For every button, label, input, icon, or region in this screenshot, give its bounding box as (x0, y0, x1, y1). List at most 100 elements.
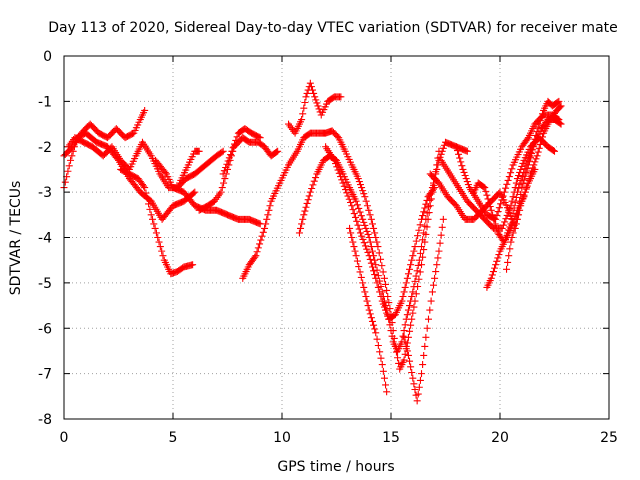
data-point-marker (403, 311, 411, 319)
data-point-marker (350, 243, 358, 251)
data-point-marker (537, 113, 545, 121)
data-point-marker (409, 252, 417, 260)
data-point-marker (368, 247, 376, 255)
data-point-marker (368, 220, 376, 228)
data-point-marker (353, 217, 361, 225)
data-point-marker (357, 212, 365, 220)
data-point-marker (409, 374, 417, 382)
data-point-marker (303, 89, 311, 97)
data-point-marker (354, 175, 362, 183)
data-point-marker (67, 156, 75, 164)
data-point-marker (374, 341, 382, 349)
data-point-marker (366, 211, 374, 219)
data-point-marker (387, 327, 395, 335)
x-tick-label: 10 (273, 430, 291, 446)
data-point-marker (265, 206, 273, 214)
data-point-marker (536, 140, 544, 148)
data-point-marker (230, 140, 238, 148)
data-point-marker (61, 178, 69, 186)
data-point-marker (364, 230, 372, 238)
data-point-marker (533, 152, 541, 160)
data-point-marker (362, 292, 370, 300)
data-point-marker (349, 206, 357, 214)
data-point-marker (300, 211, 308, 219)
data-point-marker (398, 297, 406, 305)
data-point-marker (433, 261, 441, 269)
data-point-marker (361, 242, 369, 250)
data-point-marker (420, 351, 428, 359)
grid (64, 56, 609, 419)
data-point-marker (421, 222, 429, 230)
data-point-marker (375, 249, 383, 257)
data-point-marker (363, 202, 371, 210)
data-point-marker (371, 229, 379, 237)
data-point-marker (401, 283, 409, 291)
data-point-marker (420, 208, 428, 216)
chart-title: Day 113 of 2020, Sidereal Day-to-day VTE… (48, 20, 618, 36)
data-point-marker (307, 83, 315, 91)
data-point-marker (334, 166, 342, 174)
data-point-marker (413, 267, 421, 275)
data-point-marker (505, 173, 513, 181)
data-point-marker (490, 215, 498, 223)
data-point-marker (370, 321, 378, 329)
data-point-marker (433, 165, 441, 173)
data-point-marker (426, 306, 434, 314)
data-point-marker (512, 179, 520, 187)
data-point-marker (404, 351, 412, 359)
data-point-marker (355, 178, 363, 186)
data-point-marker (432, 268, 440, 276)
data-point-marker (434, 254, 442, 262)
data-point-marker (399, 292, 407, 300)
data-point-marker (411, 243, 419, 251)
data-point-marker (229, 144, 237, 152)
data-point-marker (404, 306, 412, 314)
data-point-marker (337, 93, 345, 101)
data-point-marker (420, 229, 428, 237)
data-point-marker (380, 274, 388, 282)
data-point-marker (65, 162, 73, 170)
data-point-marker (480, 183, 488, 191)
data-point-marker (414, 261, 422, 269)
data-point-marker (363, 227, 371, 235)
data-point-marker (517, 190, 525, 198)
series-track-6 (176, 147, 203, 187)
data-point-marker (508, 197, 516, 205)
data-point-marker (305, 192, 313, 200)
data-point-marker (386, 305, 394, 313)
data-point-marker (419, 236, 427, 244)
data-point-marker (158, 247, 166, 255)
data-point-marker (220, 179, 228, 187)
data-point-marker (195, 147, 203, 155)
data-point-marker (298, 220, 306, 228)
data-point-marker (354, 221, 362, 229)
data-point-marker (413, 397, 421, 405)
data-point-marker (358, 184, 366, 192)
data-point-marker (152, 229, 160, 237)
data-point-marker (410, 303, 418, 311)
data-point-marker (147, 211, 155, 219)
data-point-marker (416, 249, 424, 257)
data-point-marker (499, 221, 507, 229)
data-point-marker (418, 261, 426, 269)
data-point-marker (298, 116, 306, 124)
data-point-marker (353, 257, 361, 265)
data-point-marker (498, 196, 506, 204)
data-point-marker (379, 268, 387, 276)
data-point-marker (463, 147, 471, 155)
data-point-marker (489, 211, 497, 219)
data-point-marker (376, 288, 384, 296)
data-point-marker (422, 200, 430, 208)
data-point-marker (372, 234, 380, 241)
data-point-marker (481, 184, 489, 192)
data-point-marker (335, 169, 343, 177)
data-point-marker (437, 231, 445, 239)
data-point-marker (423, 209, 431, 217)
data-point-marker (408, 292, 416, 300)
data-point-marker (370, 224, 378, 232)
data-point-marker (140, 182, 148, 190)
data-point-marker (493, 211, 501, 219)
data-point-marker (362, 197, 370, 205)
data-point-marker (491, 220, 499, 228)
data-point-marker (365, 234, 373, 241)
